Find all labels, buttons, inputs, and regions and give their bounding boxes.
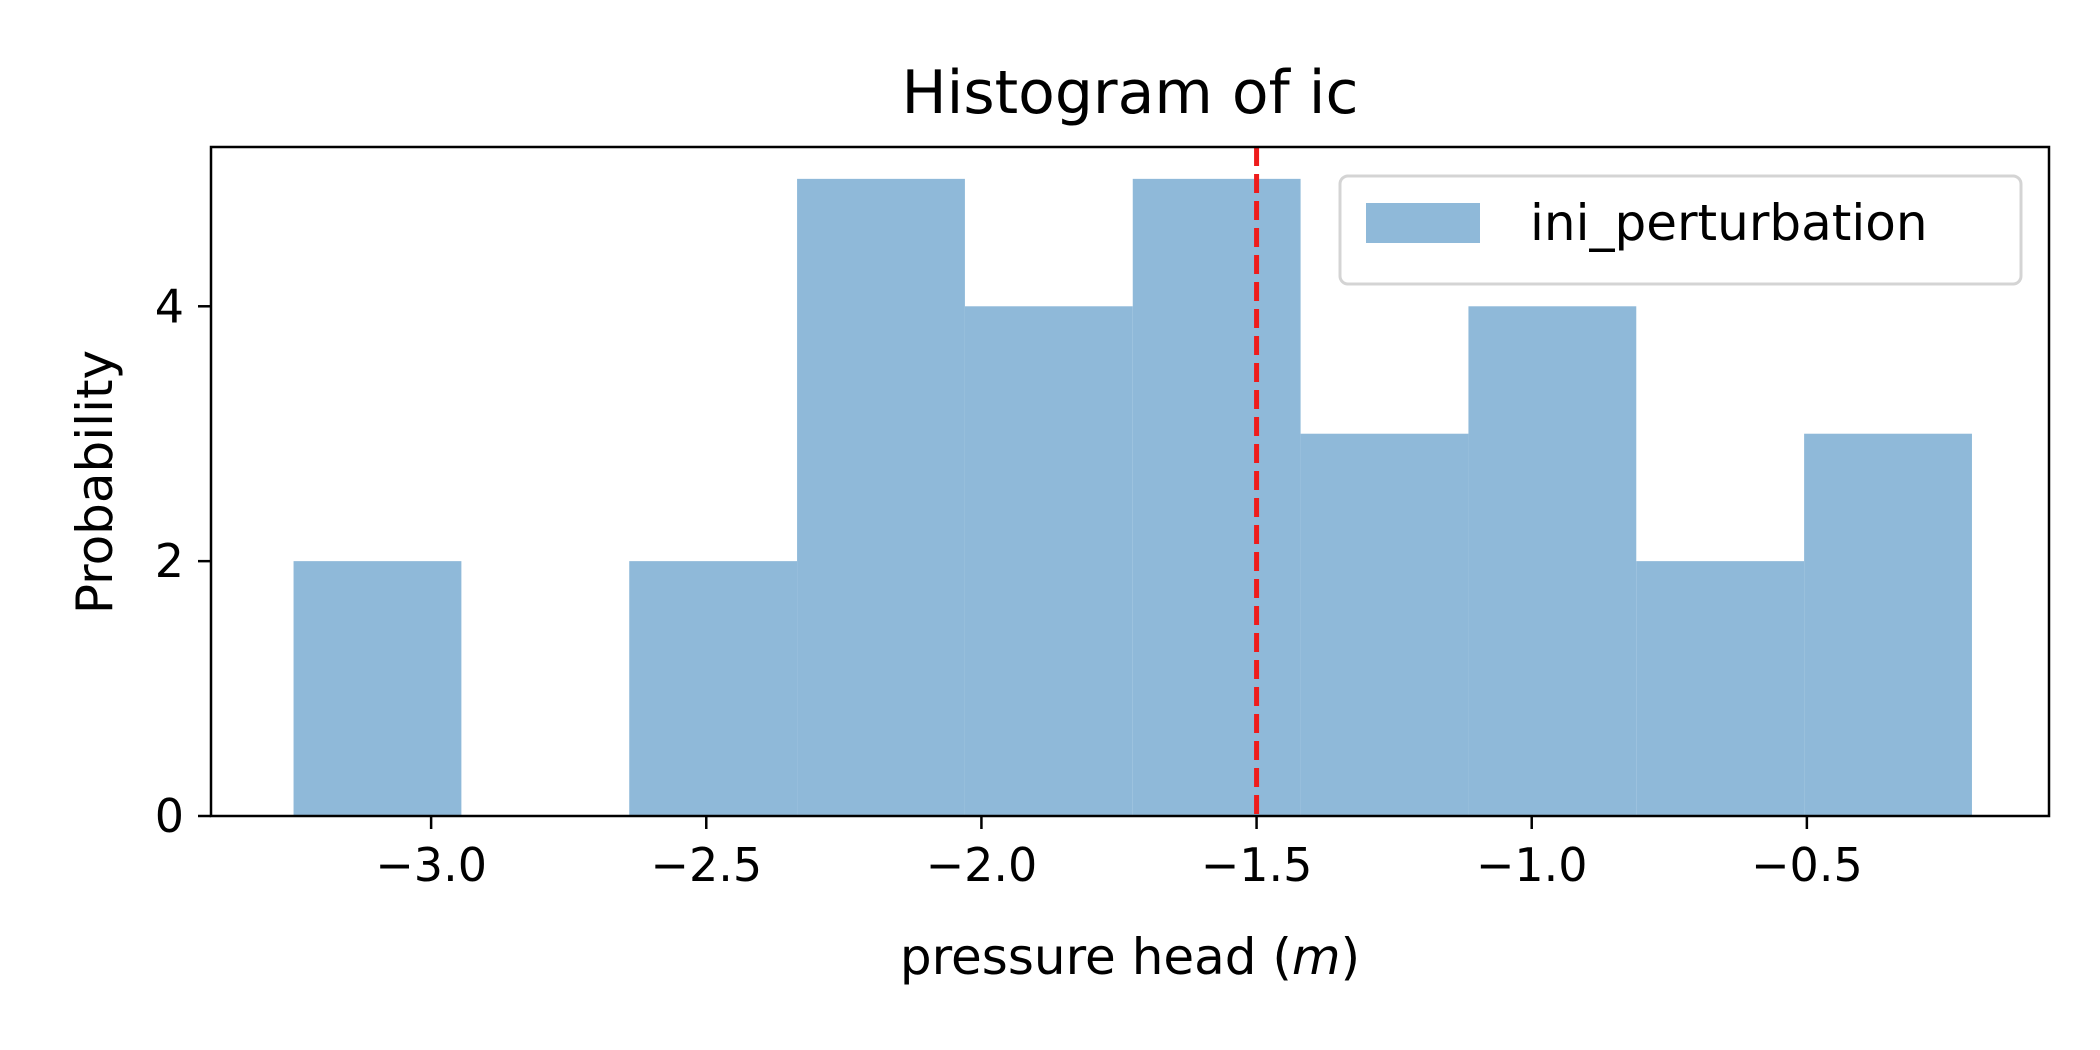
histogram-bar [629, 561, 798, 816]
legend-box [1338, 174, 2023, 286]
x-axis-label-suffix: ) [1341, 928, 1361, 986]
x-tick-label: −2.0 [926, 838, 1038, 892]
y-axis-ticks: 0 2 4 [155, 279, 211, 843]
histogram-bar [1804, 433, 1972, 816]
legend-label: ini_perturbation [1530, 194, 1928, 252]
histogram-bar [797, 178, 965, 816]
x-tick-label: −2.5 [650, 838, 762, 892]
x-tick-label: −1.5 [1201, 838, 1313, 892]
histogram-bar [1636, 561, 1805, 816]
x-tick-label: −0.5 [1751, 838, 1863, 892]
y-tick-label: 4 [155, 279, 184, 333]
legend: ini_perturbation [1338, 174, 2023, 286]
x-axis-ticks: −3.0 −2.5 −2.0 −1.5 −1.0 −0.5 [375, 816, 1863, 892]
histogram-bar [1300, 433, 1469, 816]
y-tick-label: 0 [155, 789, 184, 843]
histogram-bar [1132, 178, 1301, 816]
plot-frame [209, 145, 2051, 818]
chart-title: Histogram of ic [902, 58, 1359, 128]
x-axis-label-prefix: pressure head ( [900, 928, 1292, 986]
x-tick-label: −1.0 [1476, 838, 1588, 892]
x-axis-label-unit: m [1292, 928, 1341, 986]
legend-swatch [1366, 203, 1480, 243]
y-tick-label: 2 [155, 534, 184, 588]
histogram-bar [293, 561, 462, 816]
histogram-bars [293, 178, 1972, 816]
y-axis-label: Probability [66, 350, 124, 614]
histogram-bar [1468, 306, 1637, 816]
histogram-bar [964, 306, 1133, 816]
x-tick-label: −3.0 [375, 838, 487, 892]
x-axis-label: pressure head (m) [900, 928, 1360, 986]
